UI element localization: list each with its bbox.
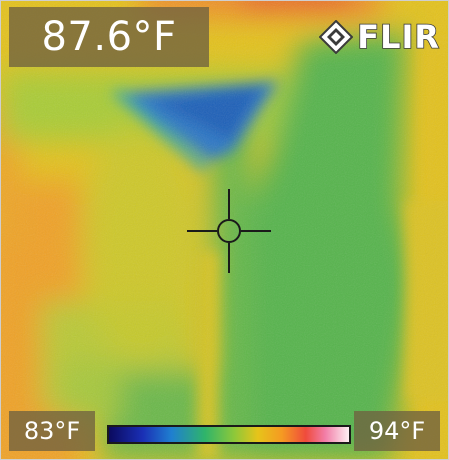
temperature-color-bar [107, 425, 351, 444]
scale-max-label: 94°F [354, 411, 440, 451]
crosshair-icon [187, 189, 271, 273]
brand-name: FLIR [356, 17, 440, 57]
flir-diamond-icon [319, 20, 354, 54]
flir-logo: FLIR [319, 17, 440, 57]
spot-temperature-readout: 87.6°F [9, 7, 209, 67]
scale-min-label: 83°F [9, 411, 95, 451]
